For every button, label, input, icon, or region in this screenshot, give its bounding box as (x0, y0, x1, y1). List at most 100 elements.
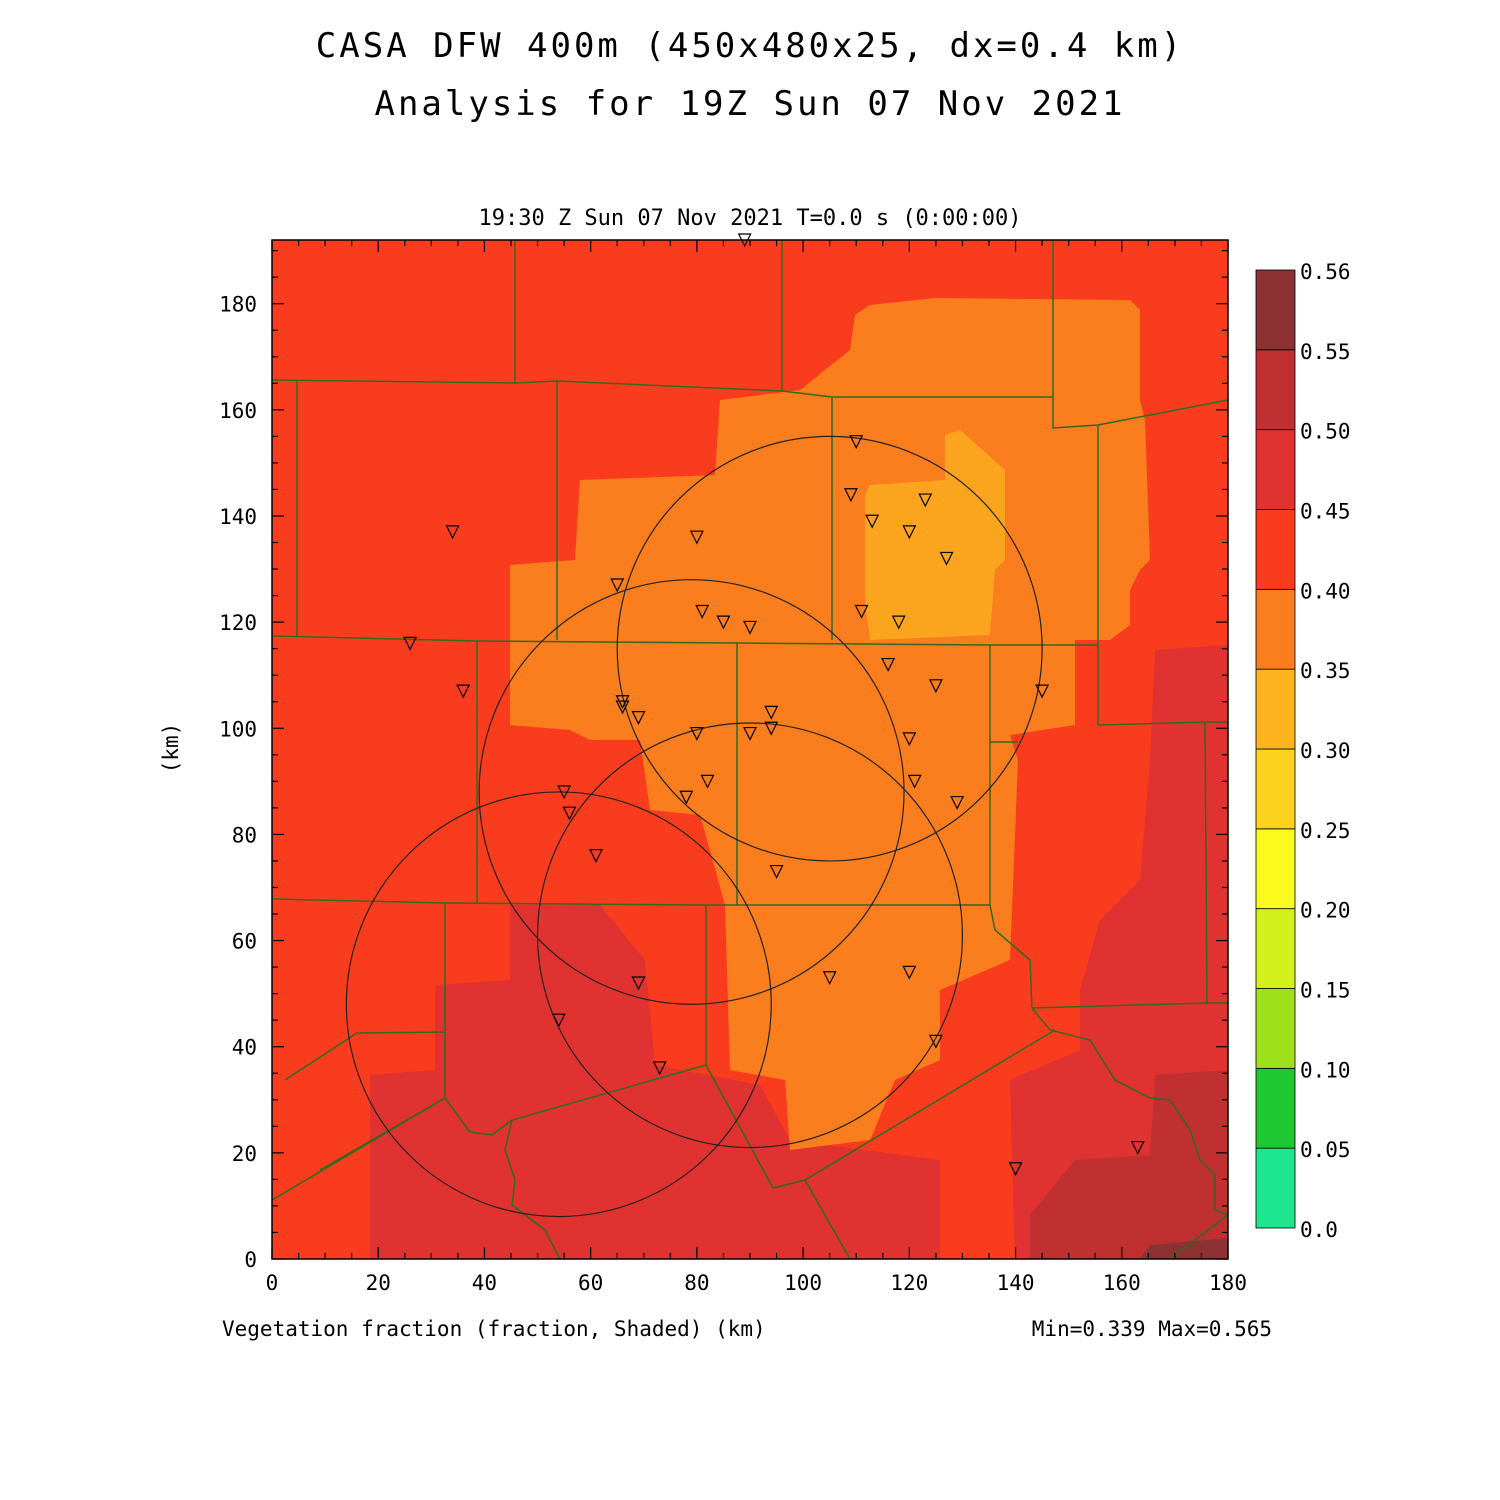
county-line (1031, 1007, 1228, 1216)
field-description: Vegetation fraction (fraction, Shaded) (… (222, 1317, 766, 1341)
county-line (804, 1179, 851, 1259)
station-marker (918, 493, 933, 508)
station-marker (769, 864, 784, 879)
station-marker (865, 514, 880, 529)
station-marker (928, 679, 943, 694)
county-line (1031, 1002, 1208, 1009)
y-axis-label: (km) (159, 723, 183, 774)
station-marker (695, 604, 710, 619)
colorbar-swatch (1255, 588, 1296, 670)
colorbar-swatch (1255, 429, 1296, 510)
station-marker (764, 705, 779, 720)
radar-range-rings (345, 435, 1043, 1218)
station-marker (902, 965, 917, 980)
station-marker (843, 488, 858, 503)
colorbar-level-label: 0.55 (1300, 340, 1351, 364)
station-markers (403, 233, 1145, 1177)
x-tick-label: 80 (684, 1271, 709, 1295)
x-tick-label: 20 (366, 1271, 391, 1295)
colorbar-level-label: 0.35 (1300, 659, 1351, 683)
x-tick-label: 60 (578, 1271, 603, 1295)
station-marker (743, 620, 757, 635)
x-tick-label: 160 (1103, 1271, 1141, 1295)
colorbar-swatch (1255, 1147, 1296, 1229)
colorbar-level-label: 0.30 (1300, 739, 1351, 763)
x-axis-tick-labels: 0 20 40 60 80 100 120 140 160 180 (266, 1271, 1247, 1295)
station-marker (557, 785, 572, 800)
station-marker (679, 790, 694, 805)
colorbar-swatch (1255, 908, 1296, 989)
y-tick-label: 160 (219, 399, 257, 423)
x-tick-label: 140 (997, 1271, 1035, 1295)
station-marker (716, 615, 731, 630)
colorbar-level-label: 0.40 (1300, 579, 1351, 603)
colorbar-level-label: 0.15 (1300, 979, 1351, 1003)
station-marker (615, 695, 630, 710)
station-marker (652, 1061, 667, 1076)
station-marker (743, 726, 757, 741)
station-marker (902, 732, 917, 747)
y-tick-label: 60 (232, 930, 257, 954)
station-marker (891, 615, 906, 630)
station-marker (822, 971, 837, 986)
county-line (272, 379, 1053, 398)
station-marker (939, 551, 954, 566)
county-line (1052, 240, 1228, 429)
county-line (504, 1119, 561, 1259)
colorbar-swatch (1255, 1067, 1296, 1149)
colorbar-swatch (1255, 828, 1296, 910)
colorbar-swatch (1255, 748, 1296, 830)
y-tick-label: 20 (232, 1142, 257, 1166)
station-marker (928, 1034, 943, 1049)
station-marker (689, 726, 704, 741)
radar-ring (478, 579, 905, 1005)
station-marker (589, 849, 603, 863)
station-marker (907, 774, 922, 789)
x-tick-label: 40 (472, 1271, 497, 1295)
station-marker (881, 657, 896, 672)
x-tick-label: 0 (266, 1271, 279, 1295)
colorbar-level-label: 0.10 (1300, 1058, 1351, 1082)
station-marker (700, 774, 715, 789)
station-marker (1035, 684, 1050, 699)
y-tick-label: 40 (232, 1036, 257, 1060)
colorbar-swatch (1255, 988, 1296, 1069)
y-axis-tick-labels: 0 20 40 60 80 100 120 140 160 180 (219, 293, 257, 1272)
axis-ticks (271, 240, 1229, 1260)
valid-time-label: 19:30 Z Sun 07 Nov 2021 T=0.0 s (0:00:00… (478, 206, 1022, 231)
y-tick-label: 140 (219, 505, 257, 529)
station-marker (1008, 1162, 1023, 1177)
county-line (989, 645, 1033, 1009)
station-marker (562, 806, 577, 821)
colorbar-level-label: 0.0 (1300, 1218, 1338, 1242)
radar-ring (536, 722, 964, 1149)
radar-ring (345, 791, 772, 1218)
colorbar-swatch (1255, 509, 1296, 590)
colorbar-level-label: 0.05 (1300, 1138, 1351, 1162)
x-tick-label: 180 (1209, 1271, 1247, 1295)
y-tick-label: 180 (219, 293, 257, 317)
y-tick-label: 120 (219, 611, 257, 635)
station-marker (764, 721, 779, 736)
station-marker (854, 604, 869, 619)
county-boundaries (272, 240, 1228, 1259)
county-line (272, 1097, 446, 1201)
colorbar-level-label: 0.45 (1300, 500, 1351, 524)
min-max-label: Min=0.339 Max=0.565 (1032, 1317, 1272, 1341)
x-tick-label: 100 (784, 1271, 822, 1295)
station-marker (902, 525, 917, 540)
station-marker (631, 711, 646, 725)
station-marker (1130, 1140, 1145, 1155)
station-marker (950, 795, 965, 810)
station-marker (849, 435, 864, 450)
figure-subtitle: Analysis for 19Z Sun 07 Nov 2021 (374, 84, 1126, 124)
station-marker (689, 530, 704, 545)
figure-title: CASA DFW 400m (450x480x25, dx=0.4 km) (315, 26, 1185, 66)
shade-0.30-0.35 (865, 430, 1005, 640)
colorbar-level-label: 0.20 (1300, 899, 1351, 923)
county-line (1169, 1214, 1228, 1259)
colorbar-level-label: 0.25 (1300, 819, 1351, 843)
station-marker (615, 700, 630, 715)
